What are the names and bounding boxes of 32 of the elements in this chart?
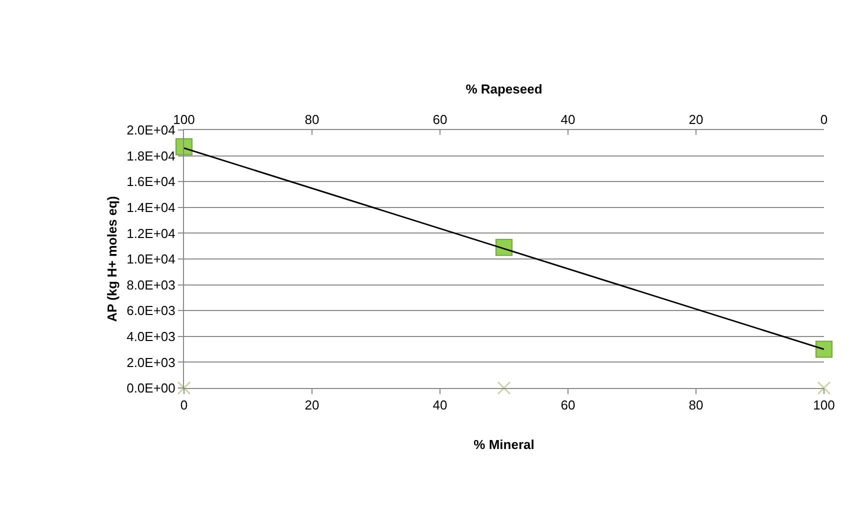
y-tick-label: 1.6E+04	[126, 174, 176, 190]
x2-axis-title: % Rapeseed	[466, 82, 542, 97]
x-tick-label: 20	[304, 398, 320, 413]
x2-tick-label: 20	[688, 112, 704, 127]
y-tick-label: 0.0E+00	[126, 380, 176, 396]
y-tick-label: 1.2E+04	[126, 226, 176, 241]
point	[176, 138, 192, 156]
point	[496, 238, 512, 256]
x2-tick-label: 80	[304, 112, 320, 127]
y-tick-label: 6.0E+03	[126, 303, 176, 318]
point	[497, 381, 511, 395]
x-axis-title: % Mineral	[474, 437, 534, 452]
point	[817, 381, 831, 395]
x-tick-label: 60	[560, 398, 576, 413]
x-tick-label: 100	[813, 398, 835, 413]
y-axis-title: AP (kg H+ moles eq)	[104, 196, 120, 322]
y-tick-label: 1.8E+04	[126, 148, 176, 164]
y-tick-label: 1.0E+04	[126, 252, 176, 267]
x2-tick-label: 40	[560, 112, 576, 127]
x-tick-label: 0	[180, 398, 188, 413]
y-tick-label: 4.0E+03	[126, 328, 176, 344]
x2-tick-label: 100	[173, 112, 195, 127]
y-tick-label: 8.0E+03	[126, 277, 176, 292]
x2-tick-label: 0	[820, 112, 828, 127]
y-tick-label: 2.0E+03	[126, 354, 176, 370]
point	[816, 340, 832, 358]
point	[177, 381, 191, 395]
x2-tick-label: 60	[432, 112, 448, 127]
x-tick-label: 80	[688, 398, 704, 413]
x-tick-label: 40	[432, 398, 448, 413]
y-tick-label: 2.0E+04	[126, 122, 176, 138]
y-tick-label: 1.4E+04	[126, 200, 176, 215]
